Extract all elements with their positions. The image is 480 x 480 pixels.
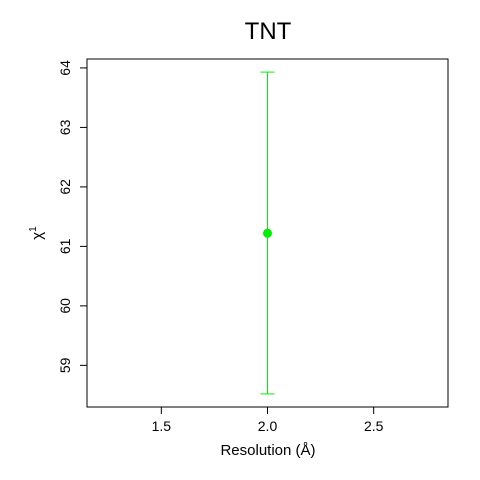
y-tick-label: 59 [57,357,73,373]
y-tick-label: 60 [57,298,73,314]
x-tick-label: 1.5 [152,418,172,434]
y-axis-label-symbol: χ [29,232,46,240]
x-tick-label: 2.5 [364,418,384,434]
chart-title: TNT [245,18,292,45]
plot-area [260,71,275,395]
y-axis-label: χ1 [28,226,46,240]
y-tick-label: 62 [57,179,73,195]
y-axis: 59 60 61 62 63 64 [57,60,87,373]
x-tick-label: 2.0 [258,418,278,434]
y-tick-label: 61 [57,238,73,254]
y-tick-label: 63 [57,119,73,135]
y-axis-label-superscript: 1 [28,226,39,232]
x-axis: 1.5 2.0 2.5 [152,407,384,434]
x-axis-label: Resolution (Å) [220,442,315,459]
data-point [263,228,272,238]
y-tick-label: 64 [57,60,73,76]
